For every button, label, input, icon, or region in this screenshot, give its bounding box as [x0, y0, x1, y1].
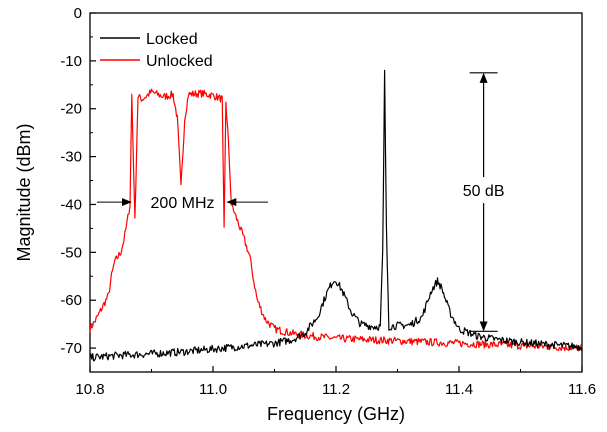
span-label: 50 dB [463, 183, 505, 200]
axis-ticks: 10.8 11.0 11.2 11.4 11.6 0 -10 -20 -30 -40 -50 -60 -… [60, 5, 596, 398]
y-tick-label: -30 [60, 149, 82, 166]
y-axis-title: Magnitude (dBm) [14, 123, 34, 261]
x-tick-label: 11.2 [322, 381, 350, 398]
y-tick-label: -60 [60, 292, 82, 309]
series-line-locked [89, 69, 583, 362]
x-tick-label: 10.8 [75, 381, 104, 398]
y-tick-label: -70 [60, 340, 82, 357]
y-tick-label: 0 [74, 5, 82, 22]
legend: Locked Unlocked [100, 31, 213, 70]
series-layer [89, 69, 583, 362]
bandwidth-label: 200 MHz [151, 195, 215, 212]
legend-label-unlocked: Unlocked [146, 53, 213, 70]
annotation-layer: 200 MHz 50 dB [97, 72, 518, 332]
y-tick-label: -50 [60, 244, 82, 261]
legend-label-locked: Locked [146, 31, 198, 48]
x-axis-title: Frequency (GHz) [267, 404, 405, 424]
x-tick-label: 11.6 [568, 381, 596, 398]
y-tick-label: -20 [60, 101, 82, 118]
y-tick-label: -10 [60, 53, 82, 70]
x-tick-label: 11.4 [445, 381, 473, 398]
x-tick-label: 11.0 [199, 381, 227, 398]
label-background [449, 177, 518, 204]
y-tick-label: -40 [60, 196, 82, 213]
series-line-unlocked [89, 88, 583, 352]
